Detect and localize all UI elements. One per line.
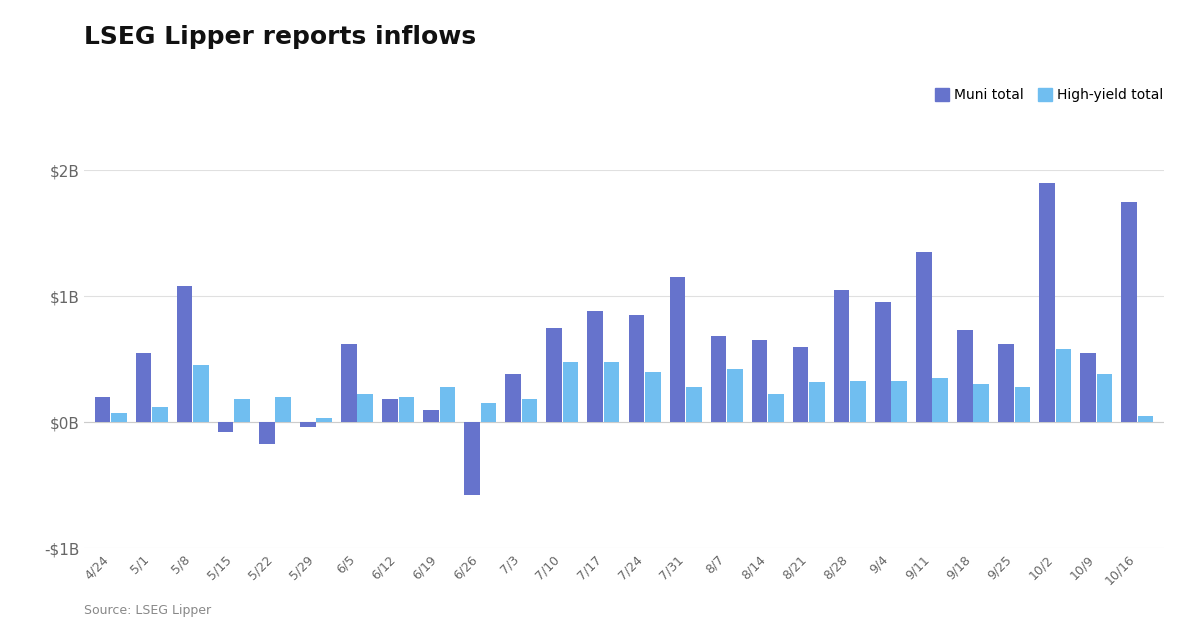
- Bar: [686, 387, 702, 422]
- Bar: [809, 382, 824, 422]
- Bar: [193, 365, 209, 422]
- Bar: [629, 315, 644, 422]
- Bar: [1014, 387, 1030, 422]
- Bar: [670, 277, 685, 422]
- Text: Source: LSEG Lipper: Source: LSEG Lipper: [84, 604, 211, 617]
- Bar: [588, 311, 604, 422]
- Bar: [1097, 374, 1112, 422]
- Bar: [1039, 183, 1055, 422]
- Bar: [546, 328, 562, 422]
- Bar: [892, 381, 907, 422]
- Bar: [341, 344, 356, 422]
- Text: LSEG Lipper reports inflows: LSEG Lipper reports inflows: [84, 25, 476, 49]
- Bar: [1138, 416, 1153, 422]
- Bar: [95, 397, 110, 422]
- Bar: [464, 422, 480, 495]
- Bar: [152, 407, 168, 422]
- Bar: [382, 399, 397, 422]
- Bar: [234, 399, 250, 422]
- Bar: [112, 413, 127, 422]
- Bar: [998, 344, 1014, 422]
- Bar: [1056, 349, 1072, 422]
- Bar: [1080, 353, 1096, 422]
- Bar: [218, 422, 234, 432]
- Bar: [439, 387, 455, 422]
- Bar: [259, 422, 275, 444]
- Bar: [958, 330, 973, 422]
- Bar: [300, 422, 316, 427]
- Bar: [710, 336, 726, 422]
- Bar: [834, 290, 850, 422]
- Bar: [317, 418, 332, 422]
- Bar: [424, 410, 439, 422]
- Bar: [1121, 202, 1136, 422]
- Legend: Muni total, High-yield total: Muni total, High-yield total: [929, 83, 1169, 108]
- Bar: [727, 369, 743, 422]
- Bar: [176, 286, 192, 422]
- Bar: [398, 397, 414, 422]
- Bar: [136, 353, 151, 422]
- Bar: [768, 394, 784, 422]
- Bar: [481, 403, 497, 422]
- Bar: [932, 378, 948, 422]
- Bar: [563, 362, 578, 422]
- Bar: [505, 374, 521, 422]
- Bar: [522, 399, 538, 422]
- Bar: [275, 397, 290, 422]
- Bar: [604, 362, 619, 422]
- Bar: [793, 346, 809, 422]
- Bar: [751, 340, 767, 422]
- Bar: [973, 384, 989, 422]
- Bar: [875, 302, 890, 422]
- Bar: [916, 252, 931, 422]
- Bar: [851, 381, 866, 422]
- Bar: [644, 372, 660, 422]
- Bar: [358, 394, 373, 422]
